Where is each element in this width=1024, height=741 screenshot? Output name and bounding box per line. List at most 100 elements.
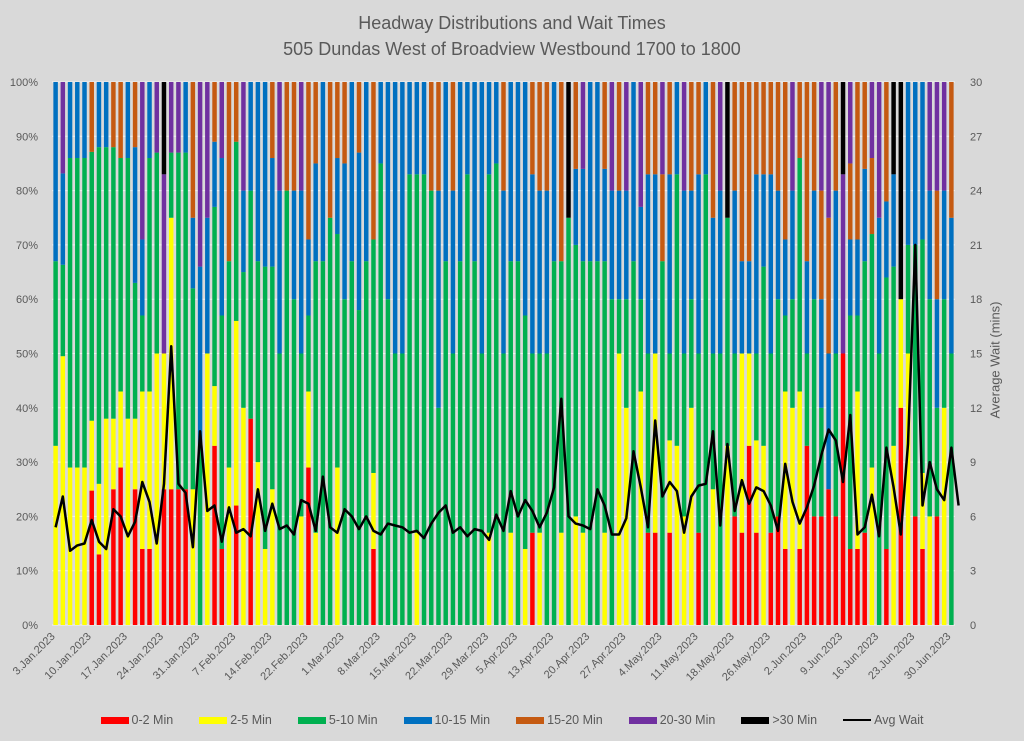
y-axis-right: 0 3 6 9 12 15 18 21 24 27 30 xyxy=(970,77,982,632)
bar-segment-2-5-min xyxy=(891,445,896,625)
legend-label: 5-10 Min xyxy=(328,713,378,727)
bar-segment-10-15-min xyxy=(790,190,795,300)
bar-segment-15-20-min xyxy=(573,82,578,169)
bar-segment--30-min xyxy=(898,82,904,300)
bar-segment-5-10-min xyxy=(291,299,297,625)
legend-swatch xyxy=(297,716,326,724)
bar-segment-0-2-min xyxy=(775,516,781,625)
bar-segment-5-10-min xyxy=(335,234,340,468)
bar-segment-10-15-min xyxy=(934,299,940,408)
y-tick-label: 10% xyxy=(16,566,38,578)
bar-segment-0-2-min xyxy=(140,548,145,625)
legend-label: 0-2 Min xyxy=(131,713,174,727)
bar-segment-0-2-min xyxy=(934,516,940,625)
bar-segment-10-15-min xyxy=(595,82,600,262)
bar-segment-15-20-min xyxy=(111,82,116,148)
legend-item: >30 Min xyxy=(741,713,817,727)
bar-segment-10-15-min xyxy=(219,158,225,316)
bar-segment-2-5-min xyxy=(761,445,766,625)
bar-segment-0-2-min xyxy=(118,467,123,625)
bar-segment-2-5-min xyxy=(96,483,102,555)
bar-segment-15-20-min xyxy=(754,82,759,175)
bar-segment-10-15-min xyxy=(486,82,492,175)
bar-segment-10-15-min xyxy=(103,82,109,148)
bar-segment-0-2-min xyxy=(855,548,860,625)
bar-segment-10-15-min xyxy=(241,190,246,273)
bar-segment-10-15-min xyxy=(421,82,427,175)
bar-segment-5-10-min xyxy=(262,266,268,549)
bar-segment-10-15-min xyxy=(811,190,817,300)
bar-segment-5-10-min xyxy=(934,407,940,517)
bar-segment-10-15-min xyxy=(580,168,586,262)
bar-segment-2-5-min xyxy=(53,445,58,625)
bar-segment-5-10-min xyxy=(725,217,730,446)
bar-segment-5-10-min xyxy=(421,174,427,625)
bar-segment-5-10-min xyxy=(147,158,152,392)
bar-segment-0-2-min xyxy=(168,489,174,625)
bar-segment-0-2-min xyxy=(913,516,918,625)
y2-tick-label: 9 xyxy=(970,457,976,469)
bar-segment-10-15-min xyxy=(378,82,383,164)
bar-segment-10-15-min xyxy=(298,190,304,354)
bar-segment-15-20-min xyxy=(739,82,745,262)
bar-segment-2-5-min xyxy=(233,320,239,506)
bar-segment-10-15-min xyxy=(703,82,709,175)
bar-segment-2-5-min xyxy=(746,353,752,446)
bar-segment-0-2-min xyxy=(161,489,167,625)
bar-segment-10-15-min xyxy=(385,82,391,300)
bar-segment-10-15-min xyxy=(277,190,282,354)
bar-segment-10-15-min xyxy=(913,82,918,245)
bar-segment-5-10-min xyxy=(754,353,759,441)
bar-segment-2-5-min xyxy=(82,467,87,625)
bar-segment-10-15-min xyxy=(905,82,911,245)
bar-segment-5-10-min xyxy=(132,282,138,419)
bar-segment-5-10-min xyxy=(645,353,651,533)
bar-segment-5-10-min xyxy=(920,239,925,473)
bar-segment-5-10-min xyxy=(761,266,766,446)
bar-segment-5-10-min xyxy=(53,261,58,446)
legend-label: 15-20 Min xyxy=(547,713,603,727)
bar-segment-2-5-min xyxy=(241,407,246,625)
bar-segment-2-5-min xyxy=(652,353,658,533)
bar-segment-15-20-min xyxy=(826,217,831,354)
bar-segment-15-20-min xyxy=(306,82,311,240)
bar-segment-10-15-min xyxy=(400,82,405,354)
x-axis: 3.Jan.202310.Jan.202317.Jan.202324.Jan.2… xyxy=(11,631,954,684)
bar-segment-15-20-min xyxy=(602,82,607,169)
bar-segment-15-20-min xyxy=(710,82,716,218)
bar-segment-2-5-min xyxy=(132,418,138,490)
bar-segment-2-5-min xyxy=(190,489,196,625)
bar-segment-15-20-min xyxy=(270,82,275,159)
bar-segment-5-10-min xyxy=(884,277,889,549)
bar-segment-5-10-min xyxy=(876,353,882,625)
y2-tick-label: 21 xyxy=(970,240,982,252)
bar-segment-5-10-min xyxy=(710,353,716,490)
bar-segment-5-10-min xyxy=(364,261,369,625)
bar-segment-0-2-min xyxy=(739,532,745,625)
bar-segment-10-15-min xyxy=(197,266,203,446)
bar-segment-10-15-min xyxy=(920,82,925,240)
bar-segment-5-10-min xyxy=(551,261,557,625)
bar-segment-5-10-min xyxy=(118,158,123,392)
bar-segment-2-5-min xyxy=(580,532,586,625)
bar-segment-2-5-min xyxy=(616,353,622,625)
bar-segment-15-20-min xyxy=(804,82,810,262)
bar-segment-15-20-min xyxy=(819,190,824,300)
y2-tick-label: 24 xyxy=(970,186,982,198)
bar-segment-10-15-min xyxy=(205,217,210,354)
bar-segment-5-10-min xyxy=(75,158,80,468)
bar-segment-15-20-min xyxy=(696,82,701,175)
bar-segment-2-5-min xyxy=(255,462,261,625)
bar-segment-0-2-min xyxy=(645,532,651,625)
bar-segment-20-30-min xyxy=(205,82,210,218)
bar-segment-15-20-min xyxy=(775,82,781,191)
bar-segment-5-10-min xyxy=(790,299,795,408)
bar-segment-10-15-min xyxy=(53,82,58,262)
bar-segment--30-min xyxy=(161,82,167,175)
bar-segment-10-15-min xyxy=(551,82,557,262)
bar-segment-15-20-min xyxy=(645,82,651,175)
bar-segment-10-15-min xyxy=(616,190,622,300)
bar-segment-10-15-min xyxy=(60,173,66,265)
bar-segment-20-30-min xyxy=(277,82,282,191)
